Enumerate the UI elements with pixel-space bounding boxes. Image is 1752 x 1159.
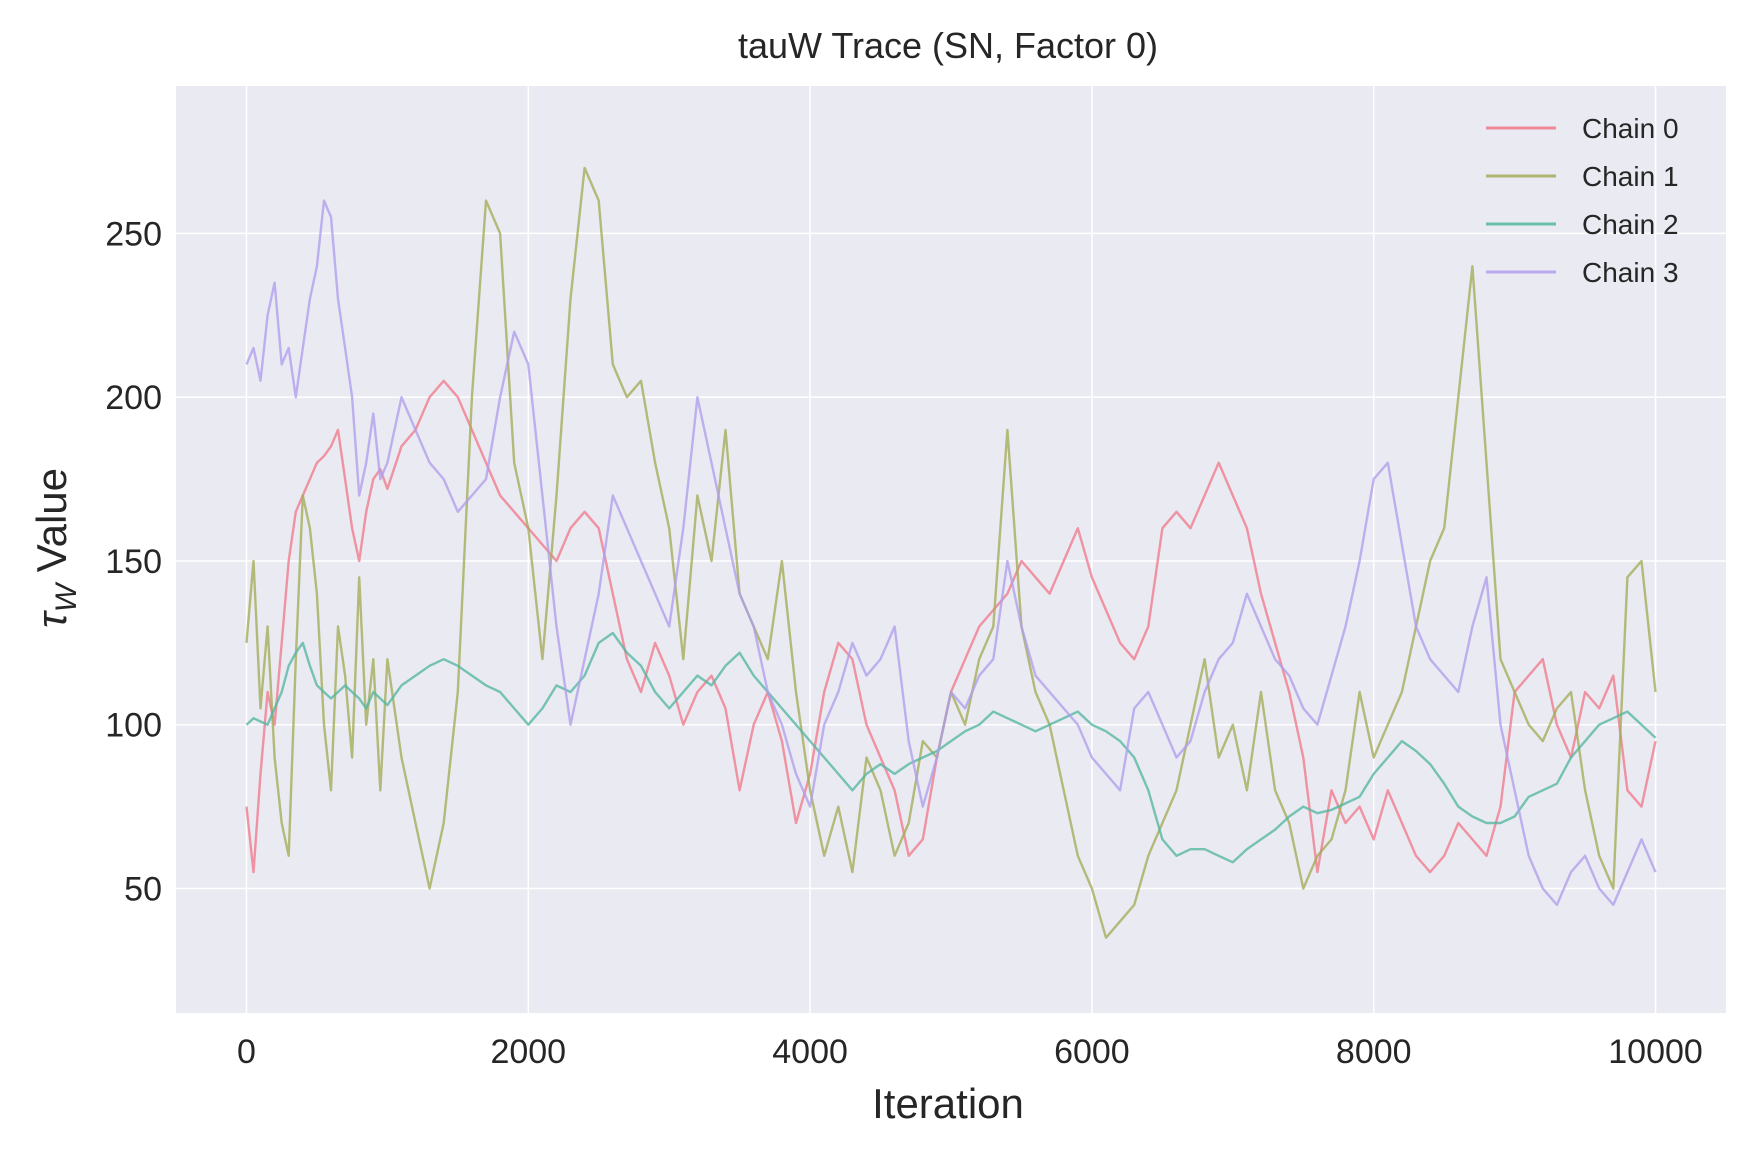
x-tick-label: 2000 — [490, 1033, 566, 1071]
series-line-chain-0 — [245, 379, 1657, 874]
chart-title: tauW Trace (SN, Factor 0) — [738, 25, 1158, 66]
y-axis-label: τW Value — [28, 468, 83, 628]
series-line-chain-1 — [245, 166, 1657, 939]
legend-label-chain-1: Chain 1 — [1582, 161, 1679, 192]
grid-lines — [176, 86, 1726, 1013]
legend-label-chain-2: Chain 2 — [1582, 209, 1679, 240]
y-tick-label: 100 — [105, 707, 162, 745]
series-line-chain-2 — [245, 631, 1657, 864]
x-tick-label: 8000 — [1336, 1033, 1412, 1071]
x-axis-label: Iteration — [872, 1080, 1024, 1127]
y-tick-label: 250 — [105, 215, 162, 253]
y-tick-label: 50 — [124, 871, 162, 909]
y-tick-label: 150 — [105, 543, 162, 581]
y-axis-label-symbol: τ — [28, 610, 75, 628]
x-tick-label: 6000 — [1054, 1033, 1130, 1071]
x-tick-label: 0 — [237, 1033, 256, 1071]
x-tick-label: 4000 — [772, 1033, 848, 1071]
y-tick-label: 200 — [105, 379, 162, 417]
y-axis-label-text: Value — [28, 468, 75, 584]
legend: Chain 0 Chain 1 Chain 2 Chain 3 — [1486, 113, 1679, 288]
series-line-chain-3 — [245, 199, 1657, 907]
x-tick-labels: 0 2000 4000 6000 8000 10000 — [237, 1033, 1703, 1071]
x-tick-label: 10000 — [1608, 1033, 1703, 1071]
y-axis-label-subscript: W — [50, 581, 83, 612]
legend-label-chain-3: Chain 3 — [1582, 257, 1679, 288]
legend-label-chain-0: Chain 0 — [1582, 113, 1679, 144]
y-tick-labels: 50 100 150 200 250 — [105, 215, 162, 908]
series-lines — [245, 166, 1657, 939]
plot-area — [176, 86, 1726, 1013]
